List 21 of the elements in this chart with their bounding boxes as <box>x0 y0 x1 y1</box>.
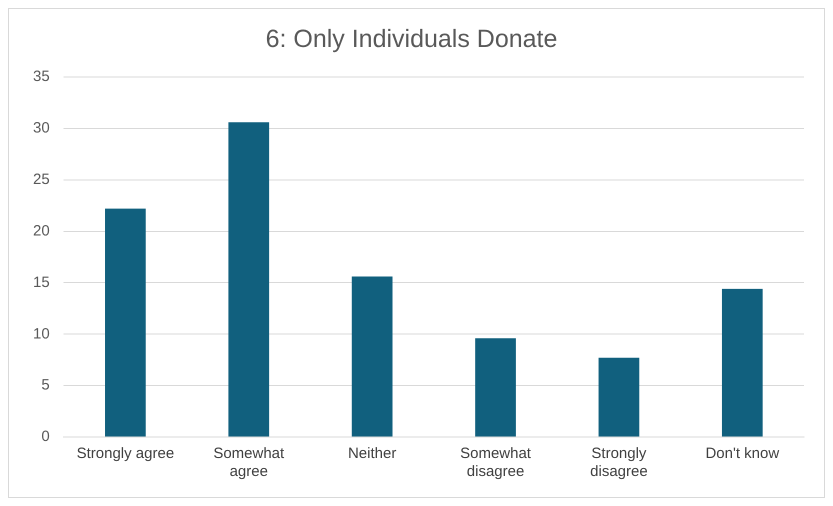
y-tick-label: 25 <box>32 171 50 188</box>
bar <box>722 288 763 436</box>
x-tick-label: Somewhat disagree <box>460 445 532 480</box>
x-tick-label: Neither <box>348 445 396 462</box>
x-tick-label: Strongly disagree <box>590 445 648 480</box>
y-tick-label: 20 <box>32 222 50 240</box>
chart-title: 6: Only Individuals Donate <box>266 24 558 53</box>
y-tick-label: 30 <box>32 120 50 137</box>
x-tick-label: Strongly agree <box>76 445 174 462</box>
y-tick-label: 15 <box>32 274 50 291</box>
bar <box>352 276 393 436</box>
bar <box>598 358 640 436</box>
y-tick-label: 0 <box>41 428 50 446</box>
x-tick-label: Don't know <box>705 445 780 462</box>
y-tick-label: 35 <box>32 68 50 86</box>
bar <box>105 208 146 436</box>
bar <box>228 122 270 436</box>
x-tick-label: Somewhat agree <box>213 445 286 480</box>
y-tick-label: 5 <box>41 376 50 394</box>
bar <box>475 338 516 436</box>
y-tick-label: 10 <box>32 325 50 342</box>
